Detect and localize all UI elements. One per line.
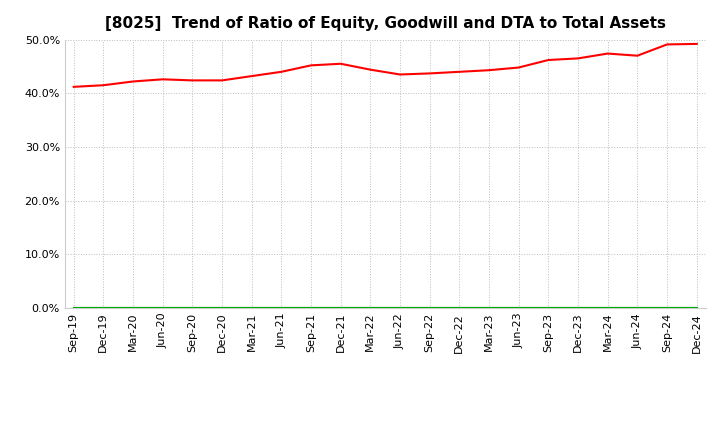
Deferred Tax Assets: [307, 305, 315, 311]
Goodwill: [129, 305, 138, 311]
Deferred Tax Assets: [336, 305, 345, 311]
Goodwill: [662, 305, 671, 311]
Goodwill: [396, 305, 405, 311]
Deferred Tax Assets: [514, 305, 523, 311]
Equity: [574, 56, 582, 61]
Goodwill: [544, 305, 553, 311]
Equity: [277, 69, 286, 74]
Deferred Tax Assets: [455, 305, 464, 311]
Deferred Tax Assets: [366, 305, 374, 311]
Goodwill: [693, 305, 701, 311]
Goodwill: [277, 305, 286, 311]
Equity: [633, 53, 642, 59]
Equity: [426, 71, 434, 76]
Equity: [188, 78, 197, 83]
Equity: [158, 77, 167, 82]
Goodwill: [188, 305, 197, 311]
Goodwill: [426, 305, 434, 311]
Title: [8025]  Trend of Ratio of Equity, Goodwill and DTA to Total Assets: [8025] Trend of Ratio of Equity, Goodwil…: [104, 16, 666, 32]
Equity: [99, 83, 108, 88]
Deferred Tax Assets: [99, 305, 108, 311]
Goodwill: [603, 305, 612, 311]
Goodwill: [574, 305, 582, 311]
Deferred Tax Assets: [603, 305, 612, 311]
Deferred Tax Assets: [693, 305, 701, 311]
Goodwill: [99, 305, 108, 311]
Goodwill: [158, 305, 167, 311]
Goodwill: [455, 305, 464, 311]
Equity: [396, 72, 405, 77]
Equity: [336, 61, 345, 66]
Equity: [485, 68, 493, 73]
Goodwill: [69, 305, 78, 311]
Equity: [514, 65, 523, 70]
Deferred Tax Assets: [158, 305, 167, 311]
Deferred Tax Assets: [574, 305, 582, 311]
Goodwill: [633, 305, 642, 311]
Deferred Tax Assets: [485, 305, 493, 311]
Deferred Tax Assets: [544, 305, 553, 311]
Goodwill: [248, 305, 256, 311]
Deferred Tax Assets: [426, 305, 434, 311]
Deferred Tax Assets: [662, 305, 671, 311]
Deferred Tax Assets: [129, 305, 138, 311]
Equity: [366, 67, 374, 72]
Goodwill: [514, 305, 523, 311]
Equity: [544, 57, 553, 62]
Equity: [662, 42, 671, 47]
Deferred Tax Assets: [217, 305, 226, 311]
Equity: [307, 63, 315, 68]
Goodwill: [217, 305, 226, 311]
Goodwill: [307, 305, 315, 311]
Deferred Tax Assets: [248, 305, 256, 311]
Equity: [693, 41, 701, 47]
Deferred Tax Assets: [277, 305, 286, 311]
Goodwill: [485, 305, 493, 311]
Line: Equity: Equity: [73, 44, 697, 87]
Deferred Tax Assets: [69, 305, 78, 311]
Equity: [248, 73, 256, 79]
Goodwill: [366, 305, 374, 311]
Deferred Tax Assets: [396, 305, 405, 311]
Equity: [129, 79, 138, 84]
Equity: [217, 78, 226, 83]
Equity: [69, 84, 78, 89]
Deferred Tax Assets: [633, 305, 642, 311]
Equity: [455, 69, 464, 74]
Goodwill: [336, 305, 345, 311]
Deferred Tax Assets: [188, 305, 197, 311]
Equity: [603, 51, 612, 56]
